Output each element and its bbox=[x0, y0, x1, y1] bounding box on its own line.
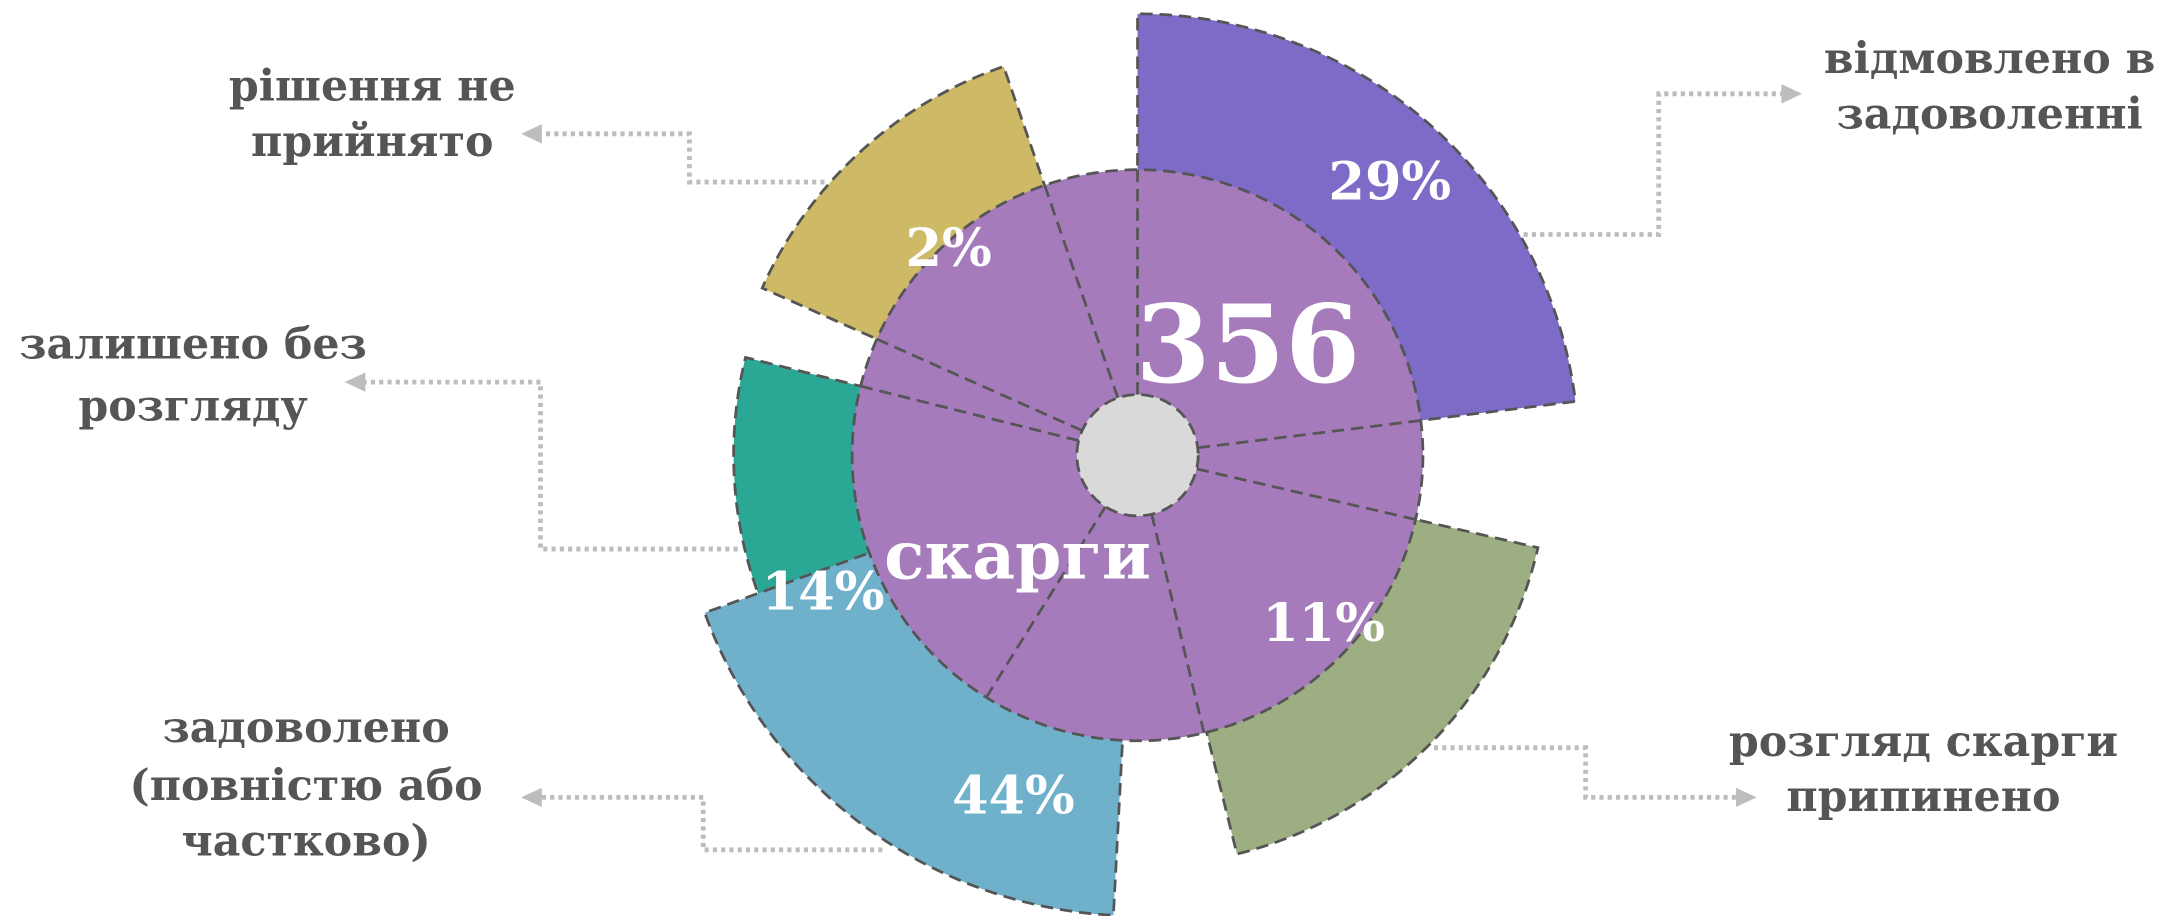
segment-label: прийнято bbox=[251, 117, 493, 167]
arrowhead bbox=[521, 787, 542, 808]
segment-value: 44% bbox=[952, 766, 1075, 827]
segment-label: залишено без bbox=[19, 320, 367, 370]
segment-value: 2% bbox=[906, 218, 992, 279]
connector bbox=[364, 379, 738, 552]
arrowhead bbox=[521, 124, 542, 144]
segment-label: задоволенні bbox=[1836, 89, 2142, 139]
segment-value: 29% bbox=[1329, 152, 1452, 213]
segment-label: частково) bbox=[181, 816, 430, 866]
connector bbox=[540, 794, 883, 853]
connector bbox=[1433, 745, 1738, 800]
segment-label: рішення не bbox=[229, 62, 516, 112]
arrowhead bbox=[1735, 787, 1757, 808]
segment-label: задоволено bbox=[162, 703, 449, 753]
segment-value: 11% bbox=[1262, 593, 1385, 654]
segment-label: розгляд скарги bbox=[1729, 717, 2118, 767]
center-hole bbox=[1075, 393, 1200, 518]
segment-label: розгляду bbox=[78, 382, 307, 432]
arrowhead bbox=[1781, 84, 1803, 104]
connector bbox=[540, 131, 825, 185]
connector bbox=[1523, 91, 1783, 237]
arrowhead bbox=[344, 372, 366, 392]
center-label: скарги bbox=[884, 516, 1151, 594]
segment-value: 14% bbox=[762, 561, 885, 622]
center-value: 356 bbox=[1136, 282, 1360, 408]
segment-label: припинено bbox=[1786, 772, 2060, 822]
segment-label: відмовлено в bbox=[1824, 34, 2155, 84]
segment-label: (повністю або bbox=[130, 761, 483, 811]
